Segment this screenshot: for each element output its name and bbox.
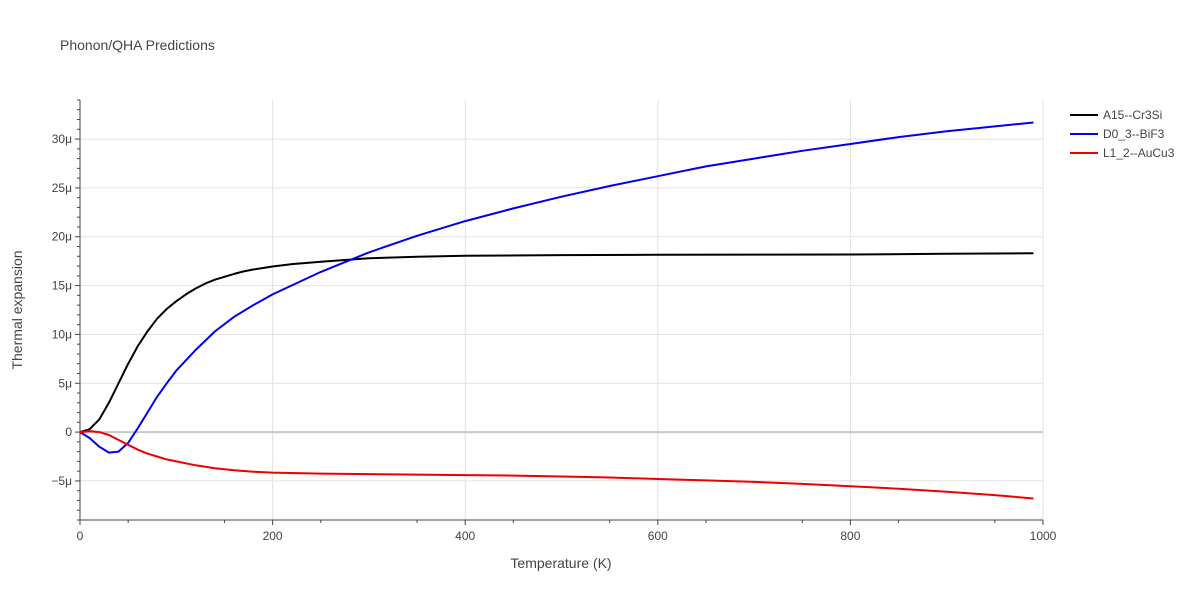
x-tick-label: 600 xyxy=(648,529,668,543)
tick-labels: 0 200 400 600 800 1000 −5μ 0 5μ 10μ 15μ 20μ 25μ 30μ xyxy=(51,132,1056,543)
series-line-2 xyxy=(79,121,1034,454)
x-tick-label: 400 xyxy=(455,529,475,543)
x-tick-label: 1000 xyxy=(1030,529,1057,543)
x-tick-label: 800 xyxy=(840,529,860,543)
y-tick-label: 10μ xyxy=(52,327,72,341)
legend-label: A15--Cr3Si xyxy=(1103,108,1162,122)
legend-item-3[interactable]: L1_2--AuCu3 xyxy=(1070,146,1175,160)
x-axis-title: Temperature (K) xyxy=(510,555,611,571)
x-tick-label: 0 xyxy=(77,529,84,543)
axes xyxy=(75,99,1044,525)
y-tick-label: 5μ xyxy=(58,376,72,390)
y-tick-label: 25μ xyxy=(52,181,72,195)
chart-title: Phonon/QHA Predictions xyxy=(60,37,215,53)
legend-item-1[interactable]: A15--Cr3Si xyxy=(1070,108,1162,122)
series-line-1 xyxy=(79,252,1034,434)
y-tick-label: −5μ xyxy=(51,474,72,488)
series-line-3 xyxy=(79,430,1034,500)
y-tick-label: 20μ xyxy=(52,230,72,244)
y-tick-label: 0 xyxy=(65,425,72,439)
legend-label: D0_3--BiF3 xyxy=(1103,127,1165,141)
y-tick-label: 30μ xyxy=(52,132,72,146)
x-tick-label: 200 xyxy=(263,529,283,543)
y-axis-title: Thermal expansion xyxy=(9,250,25,369)
y-tick-label: 15μ xyxy=(52,279,72,293)
legend[interactable]: A15--Cr3Si D0_3--BiF3 L1_2--AuCu3 xyxy=(1070,108,1175,160)
legend-label: L1_2--AuCu3 xyxy=(1103,146,1175,160)
legend-item-2[interactable]: D0_3--BiF3 xyxy=(1070,127,1165,141)
plot-area xyxy=(79,121,1034,500)
